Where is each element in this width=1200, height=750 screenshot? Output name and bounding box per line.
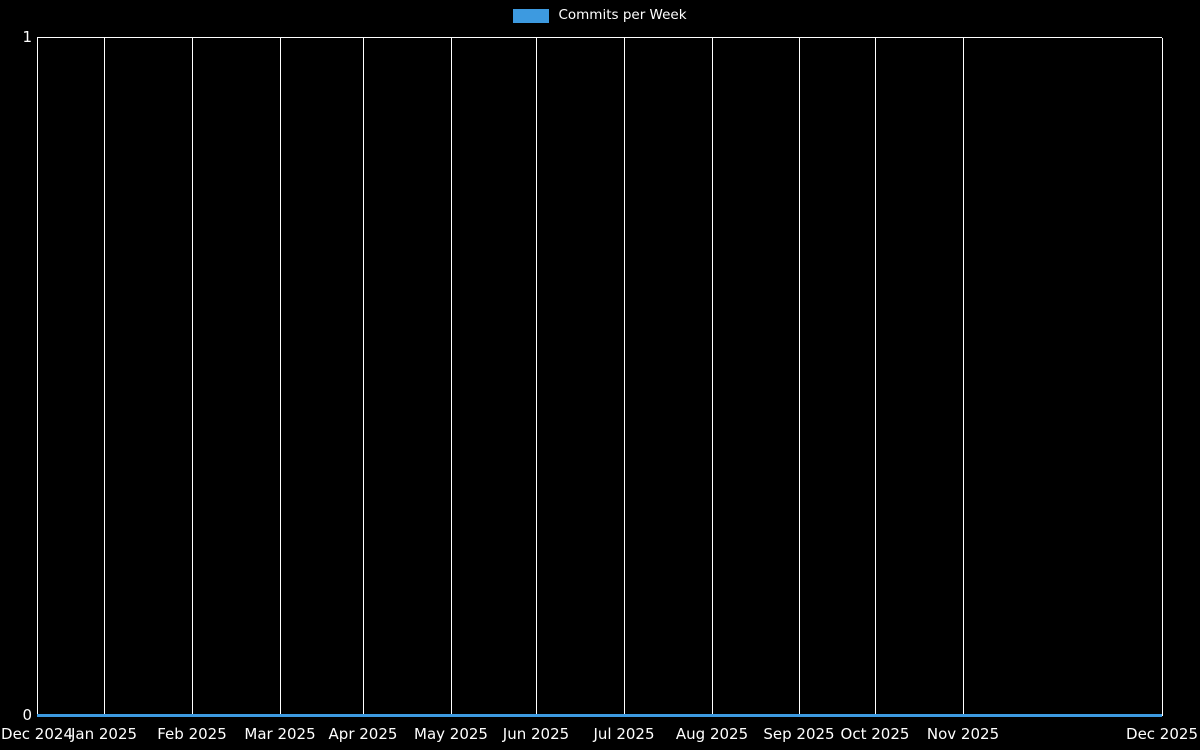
legend-label: Commits per Week [558, 7, 687, 24]
plot-area [37, 37, 1163, 717]
gridline-vertical [451, 38, 452, 716]
legend-swatch-icon [513, 9, 550, 23]
x-axis-tick-label: Nov 2025 [926, 725, 1000, 743]
x-axis-tick-label: Mar 2025 [244, 725, 316, 743]
gridline-vertical [104, 38, 105, 716]
x-axis-tick-label: Dec 2024 [1, 725, 73, 743]
chart-legend: Commits per Week [0, 6, 1200, 26]
gridline-vertical [624, 38, 625, 716]
x-axis-tick-label: Jul 2025 [593, 725, 655, 743]
gridline-vertical [280, 38, 281, 716]
gridline-vertical [799, 38, 800, 716]
x-axis-tick-label: Apr 2025 [328, 725, 398, 743]
series-line-commits-per-week [37, 714, 1162, 717]
gridline-vertical [363, 38, 364, 716]
x-axis-tick-label: Oct 2025 [840, 725, 910, 743]
x-axis-tick-label: Jun 2025 [502, 725, 570, 743]
gridline-vertical [37, 38, 38, 716]
y-axis-tick-min: 0 [22, 706, 32, 724]
x-axis-tick-label: Sep 2025 [763, 725, 835, 743]
x-axis-tick-label: Aug 2025 [675, 725, 749, 743]
gridline-vertical [1162, 38, 1163, 716]
x-axis-tick-label: Feb 2025 [157, 725, 227, 743]
gridline-vertical [875, 38, 876, 716]
x-axis-tick-label: Jan 2025 [70, 725, 138, 743]
gridline-vertical [536, 38, 537, 716]
x-axis-tick-label: Dec 2025 [1126, 725, 1198, 743]
gridline-vertical [712, 38, 713, 716]
x-axis-tick-label: May 2025 [414, 725, 488, 743]
gridline-vertical [963, 38, 964, 716]
gridline-vertical [192, 38, 193, 716]
y-axis-tick-max: 1 [22, 28, 32, 46]
legend-item-commits-per-week: Commits per Week [513, 7, 687, 24]
